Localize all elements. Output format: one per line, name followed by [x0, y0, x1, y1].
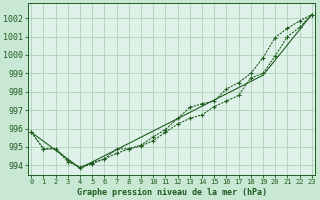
X-axis label: Graphe pression niveau de la mer (hPa): Graphe pression niveau de la mer (hPa) — [76, 188, 267, 197]
